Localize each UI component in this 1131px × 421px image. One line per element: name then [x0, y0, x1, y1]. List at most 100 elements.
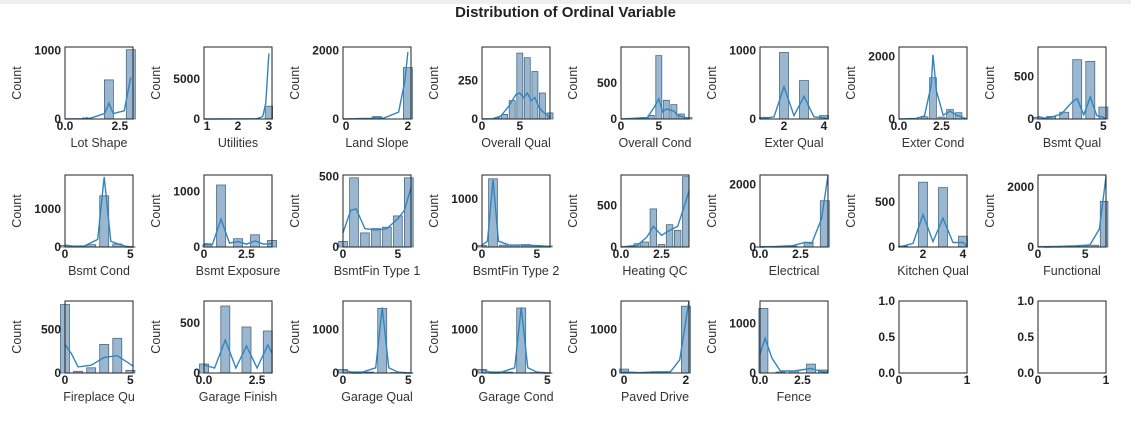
x-axis-label: Overall Qual	[481, 136, 550, 150]
axes-frame-22	[759, 300, 829, 374]
bar-1-2	[104, 79, 114, 120]
y-tick-label: 500	[319, 169, 339, 183]
x-axis-label: Bsmt Cond	[68, 264, 130, 278]
x-tick-label: 0.0	[752, 247, 769, 261]
y-axis-label: Count	[10, 194, 24, 228]
y-tick-label: 0	[471, 240, 478, 254]
kde-line-12	[481, 179, 551, 248]
bar-6-3	[799, 80, 809, 120]
x-tick-label: 5	[127, 373, 134, 387]
x-axis-label: Exter Qual	[764, 136, 823, 150]
y-tick-label: 0	[610, 240, 617, 254]
axes-frame-16	[1037, 174, 1107, 248]
axes-frame-12	[481, 174, 551, 248]
x-axis-label: Bsmt Exposure	[196, 264, 281, 278]
x-tick-label: 2.5	[111, 119, 128, 133]
kde-line-16	[1037, 176, 1107, 248]
axes-frame-17	[64, 300, 134, 374]
kde-line-3	[342, 52, 409, 120]
kde-line-19	[342, 307, 412, 374]
x-axis-label: Overall Cond	[619, 136, 692, 150]
subplot-3: 0 2 0 2000 Land Slope Count	[288, 43, 413, 150]
y-tick-label: 0	[749, 240, 756, 254]
x-tick-label: 0.0	[613, 247, 630, 261]
x-tick-label: 0	[479, 373, 486, 387]
y-tick-label: 0	[1027, 112, 1034, 126]
kde-line-4	[481, 91, 551, 120]
x-tick-label: 5	[544, 373, 551, 387]
subplot-16: 0 5 0 2000 Functional Count	[983, 174, 1109, 278]
y-tick-label: 500	[41, 323, 61, 337]
x-tick-label: 0	[618, 119, 625, 133]
bar-13-8	[682, 176, 690, 248]
axes-frame-6	[759, 46, 829, 120]
y-tick-label: 0	[332, 366, 339, 380]
y-axis-label: Count	[844, 66, 858, 100]
y-axis-label: Count	[427, 66, 441, 100]
subplot-8: 0 5 0 500 Bsmt Qual Count	[983, 46, 1109, 150]
x-tick-label: 1	[1103, 373, 1110, 387]
axes-frame-18	[203, 300, 273, 374]
kde-line-14	[759, 175, 829, 248]
bar-13-3	[641, 241, 649, 248]
y-tick-label: 0	[888, 112, 895, 126]
y-tick-label: 1000	[312, 322, 339, 336]
x-axis-label: Lot Shape	[71, 136, 128, 150]
x-axis-label: Bsmt Qual	[1043, 136, 1101, 150]
x-tick-label: 4	[821, 119, 828, 133]
x-axis-label: Garage Qual	[341, 390, 413, 404]
y-tick-label: 2000	[312, 43, 339, 57]
x-tick-label: 0	[62, 373, 69, 387]
y-tick-label: 0.0	[1017, 366, 1034, 380]
kde-line-9	[64, 176, 134, 248]
y-tick-label: 2000	[868, 49, 895, 63]
x-axis-label: BsmtFin Type 2	[473, 264, 560, 278]
bar-4-4	[516, 52, 524, 120]
y-tick-label: 0.0	[878, 366, 895, 380]
subplot-19: 0 5 0 1000 Garage Qual Count	[288, 300, 414, 404]
axes-frame-19	[342, 300, 412, 374]
x-axis-label: Functional	[1043, 264, 1101, 278]
y-tick-label: 250	[458, 74, 478, 88]
x-axis-label: Garage Finish	[199, 390, 278, 404]
x-tick-label: 5	[655, 119, 662, 133]
kde-line-8	[1037, 94, 1107, 120]
y-tick-label: 500	[875, 195, 895, 209]
y-tick-label: 0	[54, 240, 61, 254]
subplot-10: 0 2.5 0 1000 Bsmt Exposure Count	[149, 174, 281, 278]
axes-frame-21	[620, 300, 690, 374]
x-axis-label: Utilities	[218, 136, 258, 150]
y-tick-label: 1000	[34, 43, 61, 57]
bar-8-5	[1085, 61, 1096, 120]
x-tick-label: 2	[405, 119, 412, 133]
subplot-22: 0.0 2.5 0 1000 Fence Count	[705, 300, 829, 404]
subplot-6: 2 4 0 1000 Exter Qual Count	[705, 43, 829, 150]
x-axis-label: Paved Drive	[621, 390, 689, 404]
x-tick-label: 0	[62, 247, 69, 261]
subplot-14: 0.0 2.5 0 2000 Electrical Count	[705, 174, 830, 278]
y-tick-label: 0	[610, 366, 617, 380]
x-tick-label: 2.5	[238, 247, 255, 261]
y-tick-label: 500	[597, 199, 617, 213]
y-tick-label: 0	[471, 112, 478, 126]
subplot-5: 0 5 0 500 Overall Cond Count	[566, 46, 693, 150]
bar-4-5	[523, 57, 531, 120]
y-tick-label: 0	[332, 240, 339, 254]
bar-13-7	[674, 229, 682, 248]
x-tick-label: 2	[235, 119, 242, 133]
y-tick-label: 1000	[590, 322, 617, 336]
x-tick-label: 5	[533, 247, 540, 261]
bar-18-3	[241, 326, 252, 374]
y-axis-label: Count	[566, 320, 580, 354]
top-border	[0, 0, 1131, 4]
bar-10-2	[216, 184, 226, 248]
y-axis-label: Count	[427, 320, 441, 354]
kde-line-7	[898, 54, 968, 120]
y-axis-label: Count	[705, 194, 719, 228]
bar-8-4	[1072, 59, 1083, 120]
x-tick-label: 2.5	[794, 373, 811, 387]
y-tick-label: 2000	[729, 177, 756, 191]
y-tick-label: 5000	[173, 72, 200, 86]
x-axis-label: BsmtFin Type 1	[334, 264, 421, 278]
kde-line-21	[620, 300, 690, 374]
